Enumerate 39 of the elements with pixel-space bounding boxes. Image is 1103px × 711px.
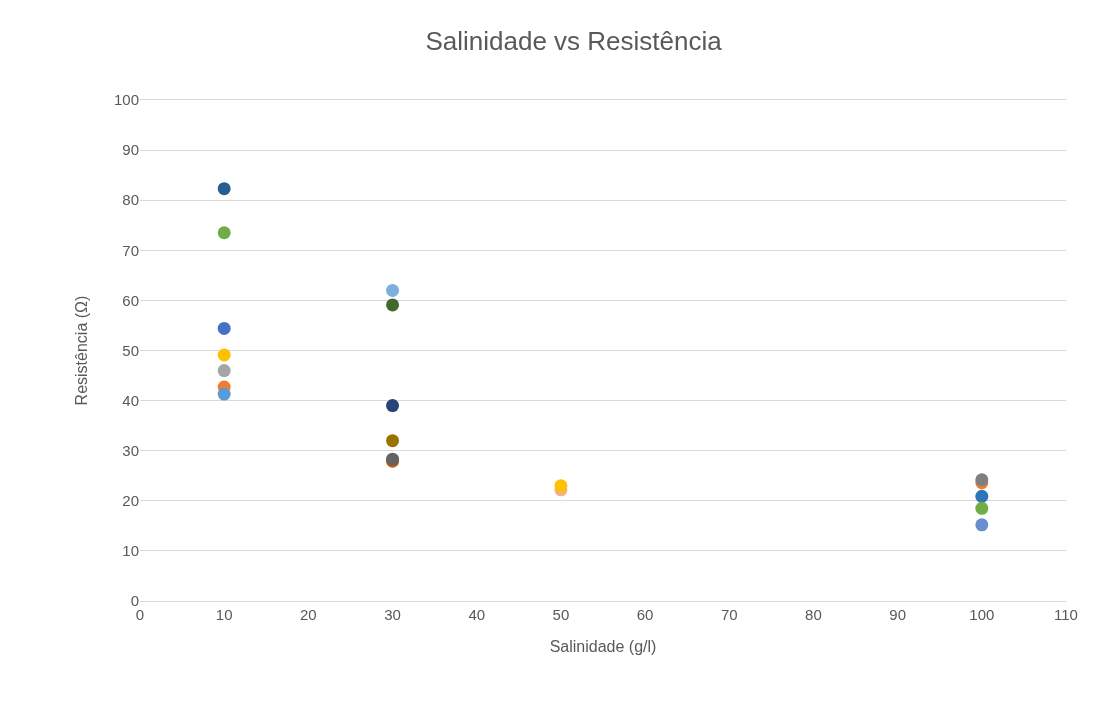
x-tick-label: 110 [1054,606,1078,623]
x-tick-label: 80 [805,606,822,623]
point [217,182,231,196]
point [217,226,231,240]
x-tick-label: 40 [468,606,486,623]
point [217,364,231,378]
y-tick-label: 10 [122,542,139,560]
x-tick-label: 30 [384,606,401,623]
y-tick-label: 100 [113,91,139,109]
x-tick-label: 10 [215,606,233,623]
x-tick-label: 60 [636,606,654,623]
point [386,434,400,448]
y-tick-label: 20 [122,492,139,510]
y-tick-label: 0 [130,592,139,610]
x-tick-label: 50 [552,606,570,623]
y-axis-title: Resistência (Ω) [72,295,90,406]
y-tick-label: 90 [122,141,139,159]
point [217,387,231,401]
y-tick-label: 70 [122,241,139,259]
point [554,479,568,493]
x-axis-title: Salinidade (g/l) [549,637,657,655]
y-tick-label: 30 [122,441,139,459]
point [975,518,989,532]
x-tick-label: 90 [889,606,906,623]
point [386,283,400,297]
point [217,321,231,335]
point [386,298,400,312]
chart-title: Salinidade vs Resistência [425,26,723,57]
y-tick-label: 40 [122,391,139,409]
y-tick-label: 80 [122,191,139,209]
x-tick-label: 100 [969,606,995,623]
point [217,348,231,362]
x-tick-label: 20 [300,606,317,623]
point [386,399,400,413]
point [975,489,989,503]
y-tick-label: 50 [122,341,139,359]
y-tick-label: 60 [122,291,139,309]
x-tick-label: 70 [720,606,738,623]
point [975,501,989,515]
